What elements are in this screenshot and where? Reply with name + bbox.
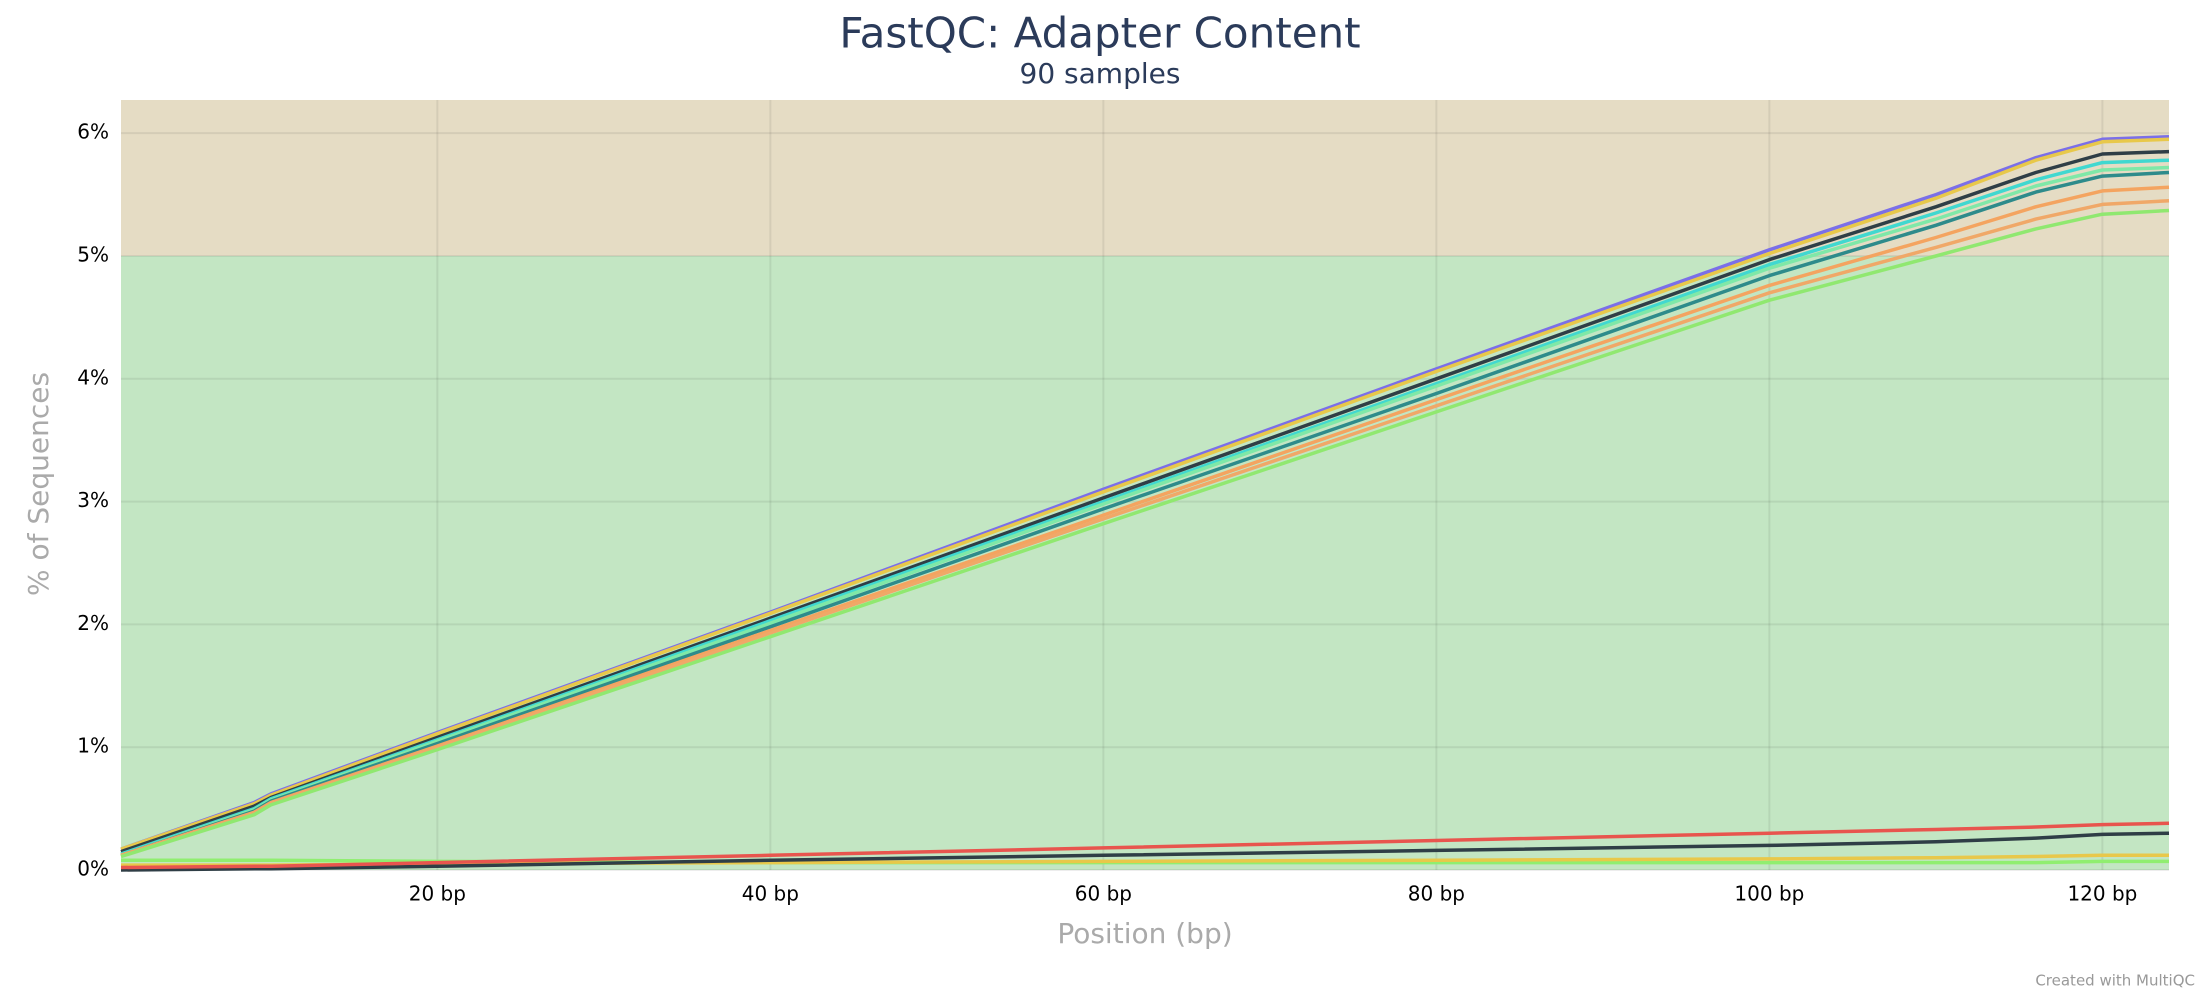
y-tick-label: 0% (77, 857, 109, 881)
series-line (121, 858, 2169, 865)
y-tick-label: 3% (77, 488, 109, 512)
chart-subtitle: 90 samples (1020, 57, 1181, 90)
x-tick-label: 40 bp (742, 882, 799, 906)
y-tick-label: 1% (77, 734, 109, 758)
y-axis-label: % of Sequences (22, 372, 55, 596)
y-tick-label: 6% (77, 120, 109, 144)
footer-credit: Created with MultiQC (2035, 972, 2195, 990)
chart-title: FastQC: Adapter Content (839, 9, 1360, 58)
series-line (120, 821, 2170, 870)
series-line (120, 831, 2170, 872)
plot-band (121, 100, 2169, 256)
x-tick-label: 100 bp (1734, 882, 1804, 906)
y-tick-label: 4% (77, 365, 109, 389)
x-tick-label: 120 bp (2067, 882, 2137, 906)
y-tick-label: 2% (77, 611, 109, 635)
x-tick-label: 60 bp (1075, 882, 1132, 906)
series-line (120, 208, 2170, 859)
x-tick-label: 20 bp (409, 882, 466, 906)
plot-band (121, 255, 2169, 870)
plot-area (120, 100, 2170, 872)
x-axis-label: Position (bp) (1057, 917, 1232, 950)
y-tick-label: 5% (77, 242, 109, 266)
x-tick-label: 80 bp (1408, 882, 1465, 906)
series-line (120, 137, 2170, 851)
